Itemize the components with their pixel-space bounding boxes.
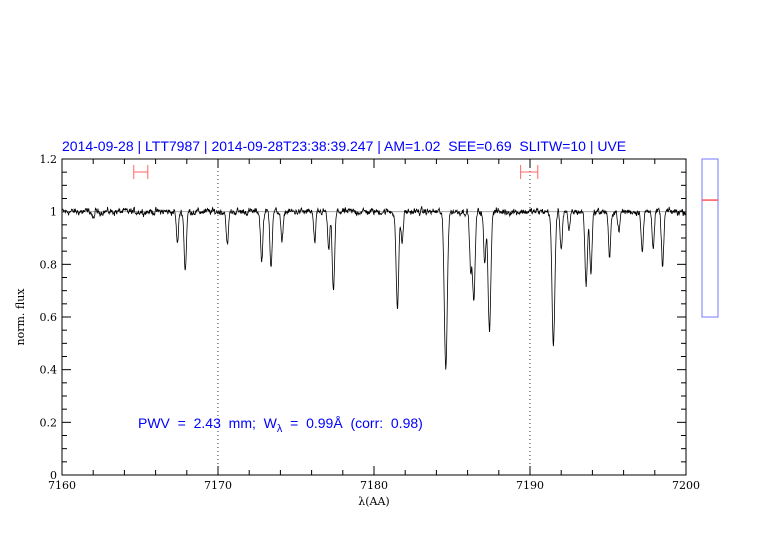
- y-tick-label: 0: [50, 469, 57, 482]
- y-tick-label: 1: [50, 206, 57, 219]
- x-tick-label: 7160: [48, 479, 76, 492]
- y-tick-label: 0.6: [40, 311, 58, 324]
- y-tick-label: 0.4: [40, 364, 58, 377]
- x-tick-label: 7190: [516, 479, 544, 492]
- x-tick-label: 7180: [360, 479, 388, 492]
- x-tick-label: 7200: [672, 479, 700, 492]
- pwv-indicator-box: [701, 158, 719, 318]
- y-axis-label: norm. flux: [14, 288, 27, 346]
- chart-title: 2014-09-28 | LTT7987 | 2014-09-28T23:38:…: [62, 138, 626, 154]
- pwv-annotation: PWV = 2.43 mm; Wλ = 0.99Å (corr: 0.98): [138, 415, 423, 435]
- x-axis-label: λ(AA): [358, 495, 389, 508]
- plot-frame: [61, 158, 687, 476]
- y-tick-label: 1.2: [40, 153, 58, 166]
- y-tick-label: 0.2: [40, 416, 58, 429]
- x-tick-label: 7170: [204, 479, 232, 492]
- y-tick-label: 0.8: [40, 258, 58, 271]
- spectrum-line: [61, 206, 686, 370]
